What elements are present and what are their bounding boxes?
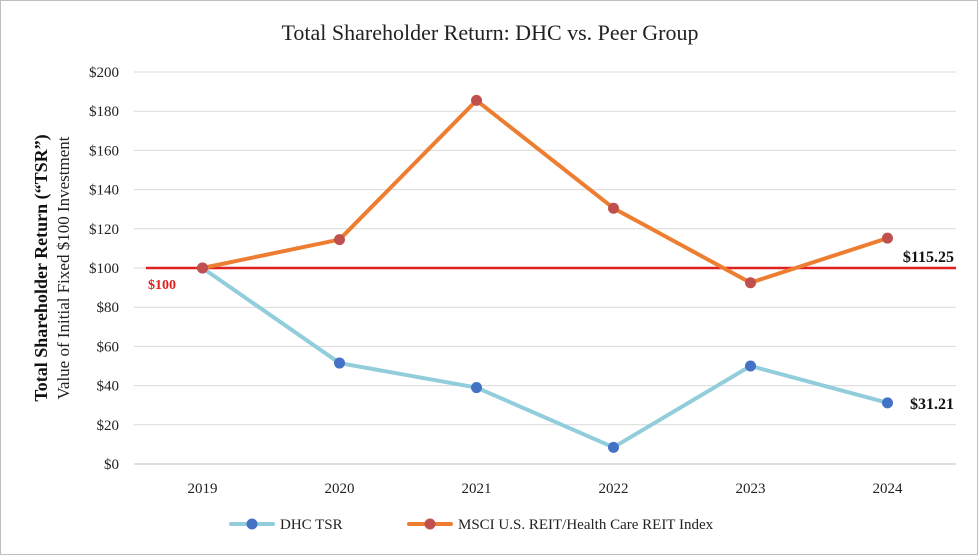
x-tick-label: 2019 [188, 481, 218, 497]
y-tick-label: $40 [97, 379, 120, 395]
y-tick-label: $100 [89, 261, 119, 277]
y-axis-title-regular-group: Value of Initial Fixed $100 Investment [54, 136, 73, 399]
x-tick-label: 2023 [736, 481, 766, 497]
y-axis-title-bold-group: Total Shareholder Return (“TSR”) [31, 134, 52, 401]
x-tick-label: 2024 [873, 481, 904, 497]
reference-line-group: $100 [146, 266, 956, 293]
y-tick-label: $140 [89, 183, 119, 199]
data-point [334, 234, 345, 246]
y-axis-ticks: $0 $20 $40 $60 $80 $100 $120 $140 $160 $180 $200 [89, 65, 119, 473]
legend: DHC TSR MSCI U.S. REIT/Health Care REIT I… [229, 517, 714, 533]
data-point [882, 397, 893, 409]
x-tick-label: 2022 [599, 481, 629, 497]
data-point [745, 277, 756, 289]
legend-swatch-marker [424, 518, 436, 530]
data-label: $31.21 [910, 396, 954, 413]
y-tick-label: $120 [89, 222, 119, 238]
legend-label: MSCI U.S. REIT/Health Care REIT Index [458, 517, 714, 533]
y-tick-label: $20 [97, 418, 120, 434]
data-point [197, 262, 208, 274]
chart-title: Total Shareholder Return: DHC vs. Peer G… [282, 20, 699, 45]
reference-line-label: $100 [148, 278, 176, 293]
x-tick-label: 2021 [462, 481, 492, 497]
data-point [608, 202, 619, 214]
legend-label: DHC TSR [280, 517, 343, 533]
data-point [334, 357, 345, 369]
x-tick-label: 2020 [325, 481, 355, 497]
x-axis-ticks: 2019 2020 2021 2022 2023 2024 [188, 481, 904, 497]
y-tick-label: $180 [89, 104, 119, 120]
data-point [608, 441, 619, 453]
data-point [745, 360, 756, 372]
y-axis-title-bold: Total Shareholder Return (“TSR”) [31, 134, 52, 401]
y-tick-label: $160 [89, 143, 119, 159]
y-tick-label: $60 [97, 339, 120, 355]
legend-swatch-marker [246, 518, 258, 530]
y-tick-label: $80 [97, 300, 120, 316]
data-point [471, 382, 482, 394]
series-line [200, 266, 890, 450]
y-tick-label: $200 [89, 65, 119, 81]
data-point [882, 232, 893, 244]
series-line [200, 98, 890, 285]
end-labels: $31.21 $115.25 [903, 249, 954, 413]
y-tick-label: $0 [104, 457, 119, 473]
data-point [471, 94, 482, 106]
series-group [197, 94, 893, 453]
data-label: $115.25 [903, 249, 954, 266]
y-axis-title-regular: Value of Initial Fixed $100 Investment [54, 136, 73, 399]
